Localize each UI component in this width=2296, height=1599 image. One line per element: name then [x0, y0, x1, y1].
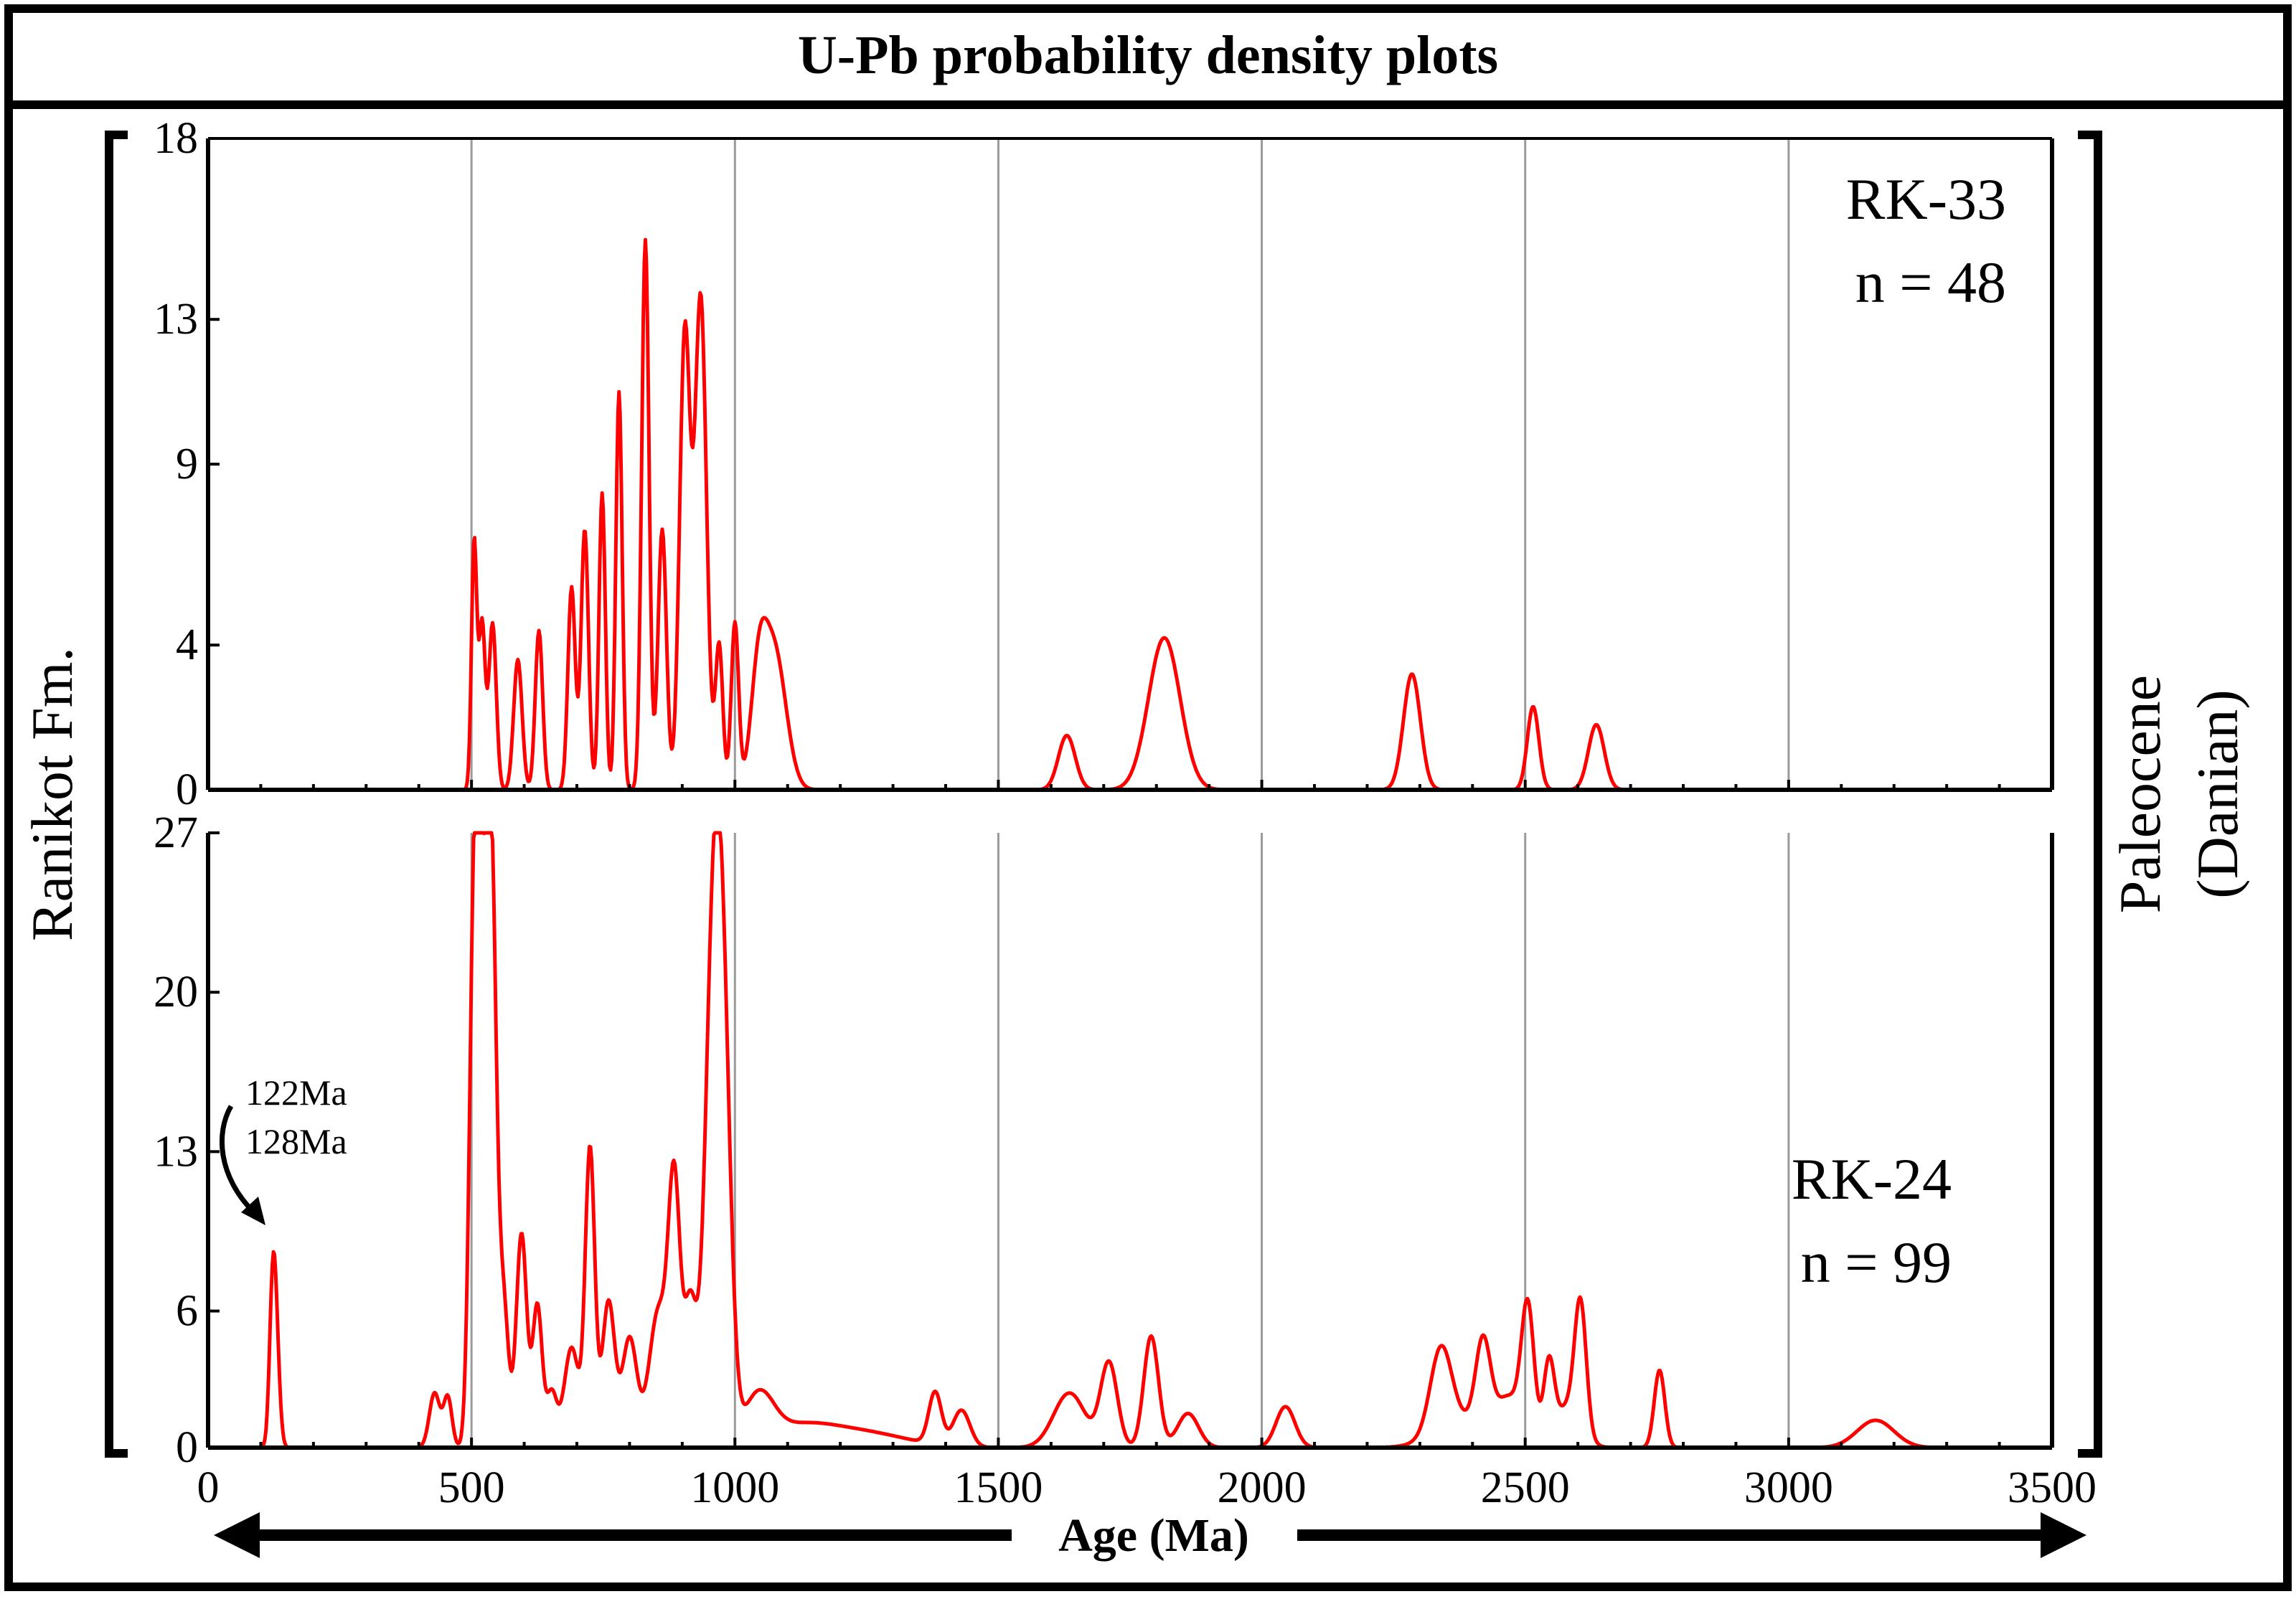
right-label-danian: (Danian): [2185, 689, 2250, 898]
y-tick-label-rk-33-18: 18: [154, 114, 198, 163]
x-tick-label-0: 0: [197, 1463, 220, 1512]
annotation-122ma: 122Ma: [245, 1072, 347, 1113]
panel-rk-24: 0 6 13 20 27 RK-24 n = 99: [154, 808, 2054, 1472]
annotation-128ma: 128Ma: [245, 1121, 347, 1161]
n-label-rk-24: n = 99: [1801, 1230, 1952, 1295]
y-tick-label-rk-24-20: 20: [154, 968, 198, 1017]
y-tick-label-rk-24-6: 6: [176, 1287, 198, 1336]
right-bracket: [2078, 131, 2102, 1458]
n-label-rk-33: n = 48: [1855, 250, 2006, 315]
x-tick-label-2000: 2000: [1218, 1463, 1307, 1512]
left-label-ranikot: Ranikot Fm.: [19, 647, 85, 941]
y-tick-label-rk-33-0: 0: [176, 765, 198, 814]
y-tick-label-rk-24-27: 27: [154, 808, 198, 857]
panel-rk-33: 0 4 9 13 18 RK-33 n = 48: [154, 114, 2054, 814]
x-tick-label-3500: 3500: [2008, 1463, 2097, 1512]
sample-label-rk-33: RK-33: [1846, 166, 2006, 232]
outer-frame: [4, 4, 2292, 1591]
x-tick-label-2500: 2500: [1481, 1463, 1570, 1512]
annotation-arrow: [219, 1105, 255, 1213]
figure-title: U-Pb probability density plots: [798, 25, 1498, 85]
age-arrow-left-head: [214, 1512, 260, 1558]
x-tick-label-3000: 3000: [1744, 1463, 1833, 1512]
sample-label-rk-24: RK-24: [1792, 1146, 1952, 1212]
x-tick-labels: 0 500 1000 1500 2000 2500 3000 3500: [197, 1463, 2097, 1512]
left-bracket: [105, 131, 128, 1458]
right-label-paleocene: Paleocene: [2107, 675, 2173, 913]
x-tick-label-1500: 1500: [954, 1463, 1043, 1512]
x-axis-label: Age (Ma): [1058, 1509, 1249, 1562]
y-tick-label-rk-33-9: 9: [176, 440, 198, 489]
y-tick-label-rk-24-13: 13: [154, 1127, 198, 1176]
age-arrow-right-head: [2041, 1512, 2086, 1558]
annotation-arrowhead: [241, 1197, 265, 1225]
y-tick-label-rk-33-4: 4: [176, 621, 198, 669]
y-tick-label-rk-33-13: 13: [154, 295, 198, 344]
x-tick-label-500: 500: [438, 1463, 505, 1512]
y-tick-label-rk-24-0: 0: [176, 1423, 198, 1472]
x-tick-label-1000: 1000: [690, 1463, 779, 1512]
